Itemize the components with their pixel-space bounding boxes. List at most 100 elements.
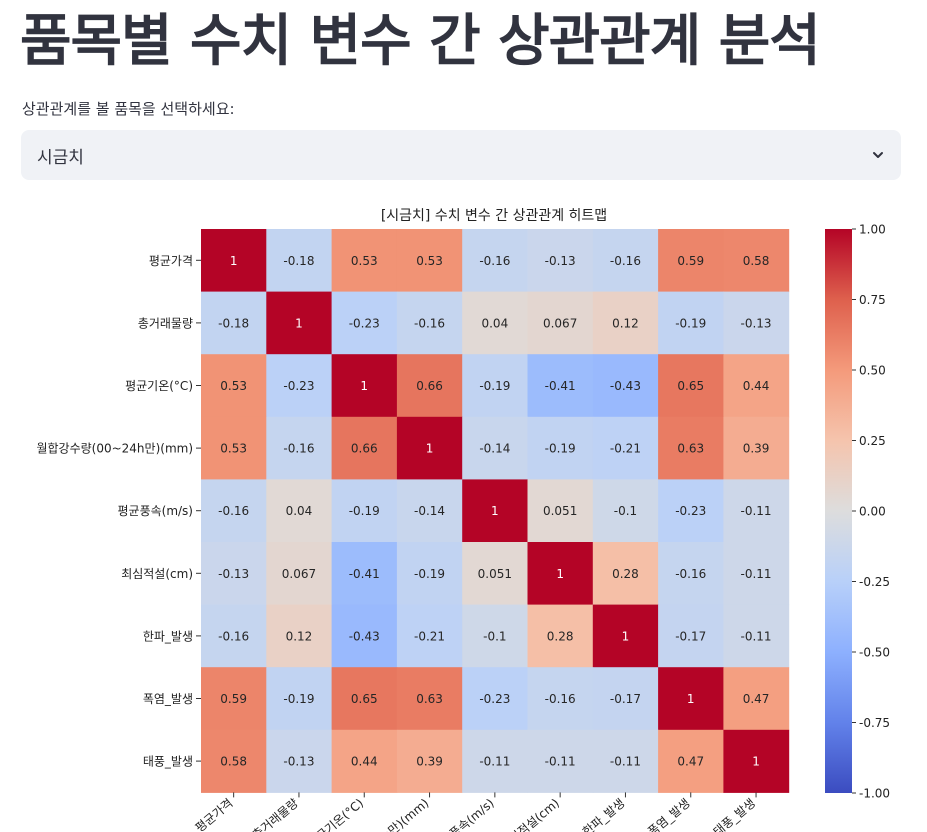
cell-value-label: -0.19 bbox=[414, 567, 445, 581]
cell-value-label: 0.53 bbox=[220, 442, 247, 456]
heatmap-cell bbox=[723, 291, 790, 355]
heatmap-cell bbox=[462, 604, 528, 668]
cell-value-label: 1 bbox=[687, 692, 695, 706]
cell-value-label: 0.47 bbox=[677, 755, 704, 769]
cell-value-label: 0.66 bbox=[416, 379, 443, 393]
cell-value-label: -0.11 bbox=[545, 755, 576, 769]
heatmap-cell bbox=[266, 291, 333, 355]
cell-value-label: -0.19 bbox=[675, 316, 706, 330]
heatmap-cell bbox=[396, 291, 463, 355]
cell-value-label: 1 bbox=[230, 254, 238, 268]
heatmap-cell bbox=[266, 667, 333, 731]
colorbar-tick-label: 0.00 bbox=[859, 505, 886, 519]
cell-value-label: 0.65 bbox=[677, 379, 704, 393]
heatmap-cell bbox=[592, 354, 659, 418]
heatmap-cell bbox=[201, 229, 267, 293]
cell-value-label: 0.067 bbox=[282, 567, 316, 581]
chevron-down-icon bbox=[873, 152, 883, 158]
heatmap-cell bbox=[201, 416, 267, 480]
heatmap-cell bbox=[462, 229, 528, 293]
heatmap-cell bbox=[201, 729, 267, 793]
heatmap-cell bbox=[658, 542, 724, 606]
cell-value-label: 0.44 bbox=[743, 379, 770, 393]
heatmap-cell bbox=[396, 729, 463, 793]
cell-value-label: -0.11 bbox=[741, 629, 772, 643]
cell-value-label: 1 bbox=[491, 504, 499, 518]
cell-value-label: 0.65 bbox=[351, 692, 378, 706]
cell-value-label: -0.11 bbox=[741, 504, 772, 518]
heatmap-cell bbox=[658, 416, 724, 480]
col-label: 한파_발생 bbox=[580, 796, 627, 832]
heatmap-cell bbox=[592, 229, 659, 293]
colorbar-tick-label: -0.75 bbox=[859, 716, 890, 730]
heatmap-cell bbox=[266, 229, 333, 293]
heatmap-cell bbox=[527, 604, 594, 668]
cell-value-label: 1 bbox=[360, 379, 368, 393]
heatmap-cell bbox=[723, 354, 790, 418]
cell-value-label: 0.59 bbox=[677, 254, 704, 268]
heatmap-cell bbox=[266, 729, 333, 793]
heatmap-cell bbox=[331, 542, 398, 606]
heatmap-cell bbox=[396, 229, 463, 293]
heatmap-cell bbox=[592, 729, 659, 793]
heatmap-cell bbox=[462, 479, 528, 543]
item-select[interactable]: 시금치 bbox=[21, 130, 901, 180]
heatmap-cell bbox=[527, 729, 594, 793]
colorbar-tick-label: 1.00 bbox=[859, 223, 886, 237]
heatmap-cell bbox=[396, 416, 463, 480]
cell-value-label: 0.12 bbox=[612, 316, 639, 330]
col-label: 평균기온(°C) bbox=[305, 796, 366, 832]
heatmap-cell bbox=[462, 729, 528, 793]
cell-value-label: -0.23 bbox=[675, 504, 706, 518]
row-label: 최심적설(cm) bbox=[121, 567, 193, 581]
cell-value-label: 0.12 bbox=[286, 629, 313, 643]
cell-value-label: 0.53 bbox=[220, 379, 247, 393]
heatmap-cell bbox=[462, 291, 528, 355]
heatmap-cell bbox=[527, 416, 594, 480]
row-label: 월합강수량(00~24h만)(mm) bbox=[36, 442, 193, 456]
cell-value-label: -0.16 bbox=[610, 254, 641, 268]
heatmap-cell bbox=[658, 479, 724, 543]
cell-value-label: -0.13 bbox=[218, 567, 249, 581]
cell-value-label: 0.66 bbox=[351, 442, 378, 456]
col-label: 태풍_발생 bbox=[711, 796, 758, 832]
colorbar-tick-label: 0.25 bbox=[859, 434, 886, 448]
heatmap-cell bbox=[266, 416, 333, 480]
colorbar-tick-label: -0.25 bbox=[859, 575, 890, 589]
cell-value-label: -0.16 bbox=[218, 629, 249, 643]
cell-value-label: 0.58 bbox=[220, 755, 247, 769]
row-label: 한파_발생 bbox=[143, 629, 193, 643]
col-label: 폭염_발생 bbox=[645, 796, 692, 832]
heatmap-cell bbox=[201, 667, 267, 731]
heatmap-cell bbox=[592, 479, 659, 543]
row-label: 평균가격 bbox=[149, 254, 193, 268]
heatmap-cell bbox=[658, 354, 724, 418]
colorbar-tick-label: 0.50 bbox=[859, 364, 886, 378]
heatmap-cell bbox=[723, 729, 790, 793]
cell-value-label: -0.19 bbox=[349, 504, 380, 518]
heatmap-cell bbox=[592, 416, 659, 480]
cell-value-label: -0.18 bbox=[218, 316, 249, 330]
cell-value-label: 0.28 bbox=[612, 567, 639, 581]
heatmap-cell bbox=[331, 291, 398, 355]
cell-value-label: 0.051 bbox=[543, 504, 577, 518]
heatmap-cell bbox=[658, 291, 724, 355]
cell-value-label: 0.28 bbox=[547, 629, 574, 643]
row-label: 평균기온(°C) bbox=[125, 379, 193, 393]
chart-title: [시금치] 수치 변수 간 상관관계 히트맵 bbox=[381, 208, 607, 224]
cell-value-label: -0.41 bbox=[545, 379, 576, 393]
heatmap-cell bbox=[396, 542, 463, 606]
heatmap-cell bbox=[201, 354, 267, 418]
cell-value-label: -0.11 bbox=[610, 755, 641, 769]
heatmap-cell bbox=[331, 667, 398, 731]
cell-value-label: 0.59 bbox=[220, 692, 247, 706]
heatmap-cell bbox=[266, 354, 333, 418]
cell-value-label: 0.53 bbox=[416, 254, 443, 268]
cell-value-label: 1 bbox=[556, 567, 564, 581]
page-title: 품목별 수치 변수 간 상관관계 분석 bbox=[20, 9, 821, 74]
heatmap-cell bbox=[331, 416, 398, 480]
heatmap-cell bbox=[592, 667, 659, 731]
colorbar-tick-label: -0.50 bbox=[859, 646, 890, 660]
cell-value-label: -0.13 bbox=[283, 755, 314, 769]
heatmap-cell bbox=[331, 354, 398, 418]
